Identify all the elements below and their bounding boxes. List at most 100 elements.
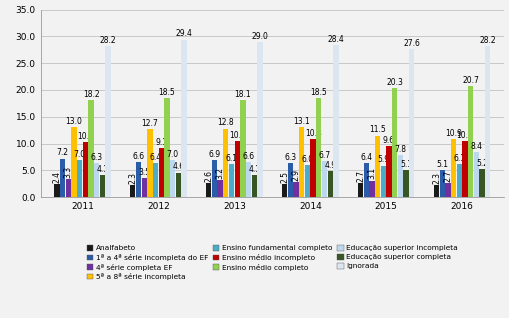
Bar: [451, 139, 456, 197]
Text: 6.1: 6.1: [225, 154, 238, 163]
Text: 18.1: 18.1: [235, 90, 251, 99]
Text: 2.3: 2.3: [432, 172, 441, 184]
Bar: [392, 88, 398, 197]
Bar: [229, 164, 234, 197]
Bar: [457, 164, 462, 197]
Text: 10.9: 10.9: [445, 129, 462, 138]
Text: 28.4: 28.4: [327, 35, 344, 44]
Text: 28.2: 28.2: [479, 36, 496, 45]
Bar: [54, 184, 60, 197]
Text: 20.7: 20.7: [462, 76, 479, 85]
Bar: [293, 182, 299, 197]
Text: 2.5: 2.5: [280, 171, 289, 183]
Bar: [60, 159, 65, 197]
Text: 2.9: 2.9: [292, 169, 300, 181]
Text: 6.3: 6.3: [91, 153, 103, 162]
Text: 13.0: 13.0: [66, 117, 82, 126]
Text: 18.5: 18.5: [159, 88, 175, 97]
Bar: [153, 163, 158, 197]
Bar: [89, 100, 94, 197]
Text: 6.0: 6.0: [301, 155, 314, 164]
Bar: [363, 163, 369, 197]
Text: 9.1: 9.1: [155, 138, 167, 147]
Bar: [310, 139, 316, 197]
Bar: [251, 175, 257, 197]
Bar: [77, 160, 82, 197]
Bar: [71, 128, 76, 197]
Text: 28.2: 28.2: [100, 36, 117, 45]
Text: 5.2: 5.2: [476, 159, 488, 168]
Text: 8.4: 8.4: [470, 142, 483, 151]
Text: 6.3: 6.3: [285, 153, 296, 162]
Text: 5.9: 5.9: [377, 156, 389, 164]
Text: 2.6: 2.6: [204, 170, 213, 182]
Text: 18.2: 18.2: [83, 90, 99, 99]
Bar: [159, 149, 164, 197]
Bar: [82, 142, 88, 197]
Bar: [142, 178, 147, 197]
Bar: [288, 163, 293, 197]
Text: 6.4: 6.4: [150, 153, 162, 162]
Bar: [434, 185, 439, 197]
Text: 6.7: 6.7: [319, 151, 330, 160]
Text: 7.0: 7.0: [74, 149, 86, 159]
Bar: [258, 42, 263, 197]
Bar: [105, 46, 111, 197]
Text: 12.7: 12.7: [142, 119, 158, 128]
Bar: [217, 180, 223, 197]
Text: 5.1: 5.1: [400, 160, 412, 169]
Text: 6.6: 6.6: [242, 152, 254, 161]
Text: 2.3: 2.3: [128, 172, 137, 184]
Bar: [398, 156, 403, 197]
Text: 10.5: 10.5: [457, 131, 473, 140]
Bar: [468, 86, 473, 197]
Bar: [409, 49, 414, 197]
Text: 9.6: 9.6: [383, 135, 395, 145]
Bar: [223, 128, 229, 197]
Text: 20.3: 20.3: [386, 78, 403, 87]
Bar: [282, 184, 287, 197]
Text: 12.8: 12.8: [217, 119, 234, 128]
Bar: [370, 181, 375, 197]
Text: 2.4: 2.4: [52, 171, 62, 183]
Text: 2.7: 2.7: [443, 169, 453, 182]
Bar: [147, 129, 153, 197]
Legend: Analfabeto, 1ª a 4ª série incompleta do EF, 4ª série completa EF, 5ª a 8ª série : Analfabeto, 1ª a 4ª série incompleta do …: [84, 242, 461, 283]
Bar: [440, 170, 445, 197]
Text: 7.2: 7.2: [56, 149, 69, 157]
Bar: [176, 172, 181, 197]
Text: 18.5: 18.5: [310, 88, 327, 97]
Text: 4.1: 4.1: [96, 165, 108, 174]
Text: 10.8: 10.8: [305, 129, 322, 138]
Bar: [299, 127, 304, 197]
Bar: [322, 161, 327, 197]
Bar: [474, 152, 479, 197]
Bar: [316, 98, 322, 197]
Bar: [333, 45, 338, 197]
Text: 29.0: 29.0: [251, 31, 268, 41]
Bar: [212, 160, 217, 197]
Text: 2.7: 2.7: [356, 169, 365, 182]
Text: 11.5: 11.5: [370, 125, 386, 135]
Text: 4.9: 4.9: [324, 161, 336, 170]
Bar: [100, 175, 105, 197]
Text: 10.3: 10.3: [77, 132, 94, 141]
Bar: [235, 142, 240, 197]
Text: 10.4: 10.4: [229, 131, 246, 140]
Text: 6.1: 6.1: [454, 154, 465, 163]
Text: 7.8: 7.8: [394, 145, 407, 154]
Text: 13.1: 13.1: [293, 117, 310, 126]
Text: 6.9: 6.9: [208, 150, 220, 159]
Bar: [445, 183, 450, 197]
Bar: [479, 169, 485, 197]
Bar: [164, 98, 169, 197]
Text: 3.1: 3.1: [367, 168, 377, 179]
Bar: [305, 165, 310, 197]
Bar: [240, 100, 245, 197]
Bar: [381, 166, 386, 197]
Bar: [386, 146, 392, 197]
Text: 6.6: 6.6: [132, 152, 145, 161]
Bar: [358, 183, 363, 197]
Text: 7.0: 7.0: [166, 149, 179, 159]
Bar: [66, 179, 71, 197]
